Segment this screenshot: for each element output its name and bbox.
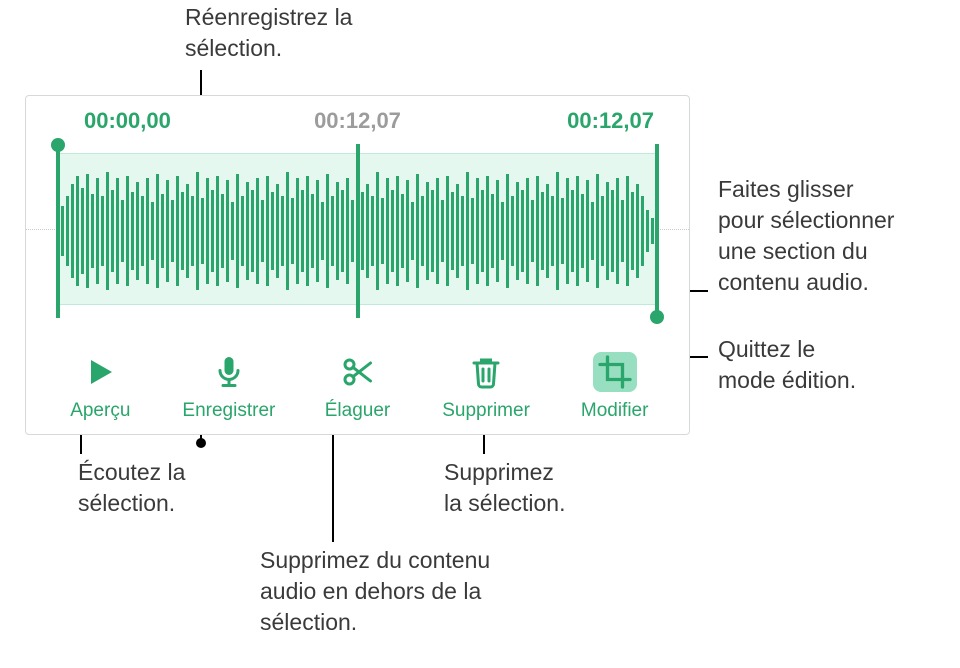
timecodes-bar: 00:00,00 00:12,07 00:12,07	[26, 108, 689, 138]
play-icon	[78, 352, 122, 392]
preview-label: Aperçu	[70, 400, 130, 422]
selection-handle-left[interactable]	[56, 144, 60, 318]
trim-button[interactable]: Élaguer	[307, 352, 407, 422]
playhead[interactable]	[356, 144, 360, 318]
handle-knob-icon	[51, 138, 65, 152]
editor-toolbar: Aperçu Enregistrer Élaguer Supprimer	[26, 352, 689, 422]
timecode-current: 00:12,07	[314, 108, 401, 134]
figure-canvas: Réenregistrez la sélection. Faites gliss…	[0, 0, 960, 668]
delete-label: Supprimer	[442, 400, 530, 422]
timecode-end: 00:12,07	[567, 108, 654, 134]
callout-drag-select: Faites glisser pour sélectionner une sec…	[718, 174, 894, 298]
callout-remove-outside: Supprimez du contenu audio en dehors de …	[260, 545, 490, 638]
callout-exit-edit: Quittez le mode édition.	[718, 334, 856, 396]
callout-rerecord: Réenregistrez la sélection.	[185, 2, 352, 64]
preview-button[interactable]: Aperçu	[50, 352, 150, 422]
audio-editor-panel: 00:00,00 00:12,07 00:12,07	[25, 95, 690, 435]
callout-remove-selection: Supprimez la sélection.	[444, 457, 565, 519]
timecode-start: 00:00,00	[84, 108, 171, 134]
crop-icon	[593, 352, 637, 392]
record-label: Enregistrer	[182, 400, 275, 422]
handle-knob-icon	[650, 310, 664, 324]
waveform-area[interactable]	[26, 138, 689, 320]
edit-button[interactable]: Modifier	[565, 352, 665, 422]
selection-handle-right[interactable]	[655, 144, 659, 318]
edit-label: Modifier	[581, 400, 649, 422]
microphone-icon	[207, 352, 251, 392]
callout-line	[332, 422, 334, 542]
trash-icon	[464, 352, 508, 392]
record-button[interactable]: Enregistrer	[179, 352, 279, 422]
callout-dot	[196, 438, 206, 448]
trim-label: Élaguer	[325, 400, 391, 422]
delete-button[interactable]: Supprimer	[436, 352, 536, 422]
callout-listen: Écoutez la sélection.	[78, 457, 185, 519]
scissors-icon	[335, 352, 379, 392]
